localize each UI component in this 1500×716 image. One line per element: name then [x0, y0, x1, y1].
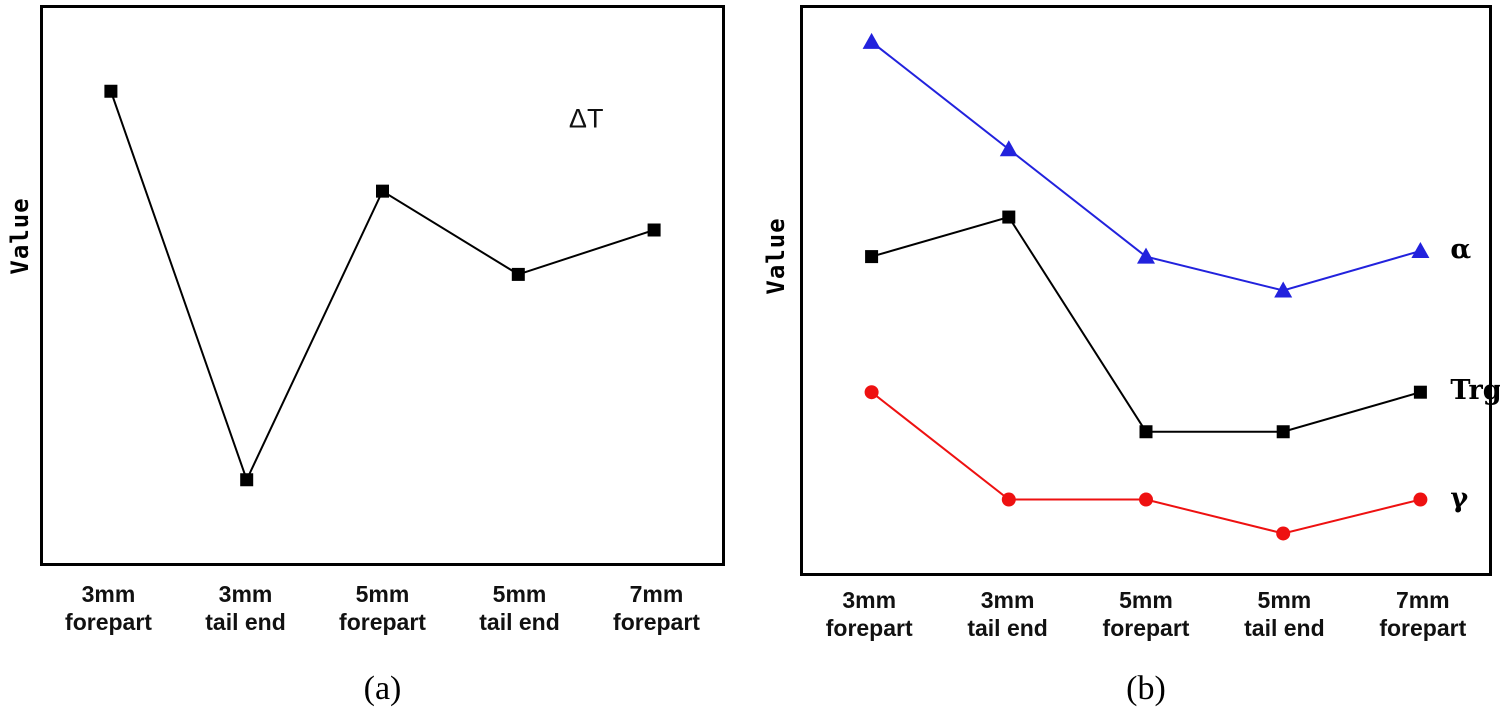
x-tick-label: 5mm tail end — [479, 581, 560, 635]
chart-b-plot-area: α Trg γ — [800, 5, 1500, 576]
square-marker — [240, 473, 254, 487]
x-tick-label: 7mm forepart — [613, 581, 700, 635]
chart-a-series-annotation: ΔT — [568, 103, 604, 134]
x-tick-label: 7mm forepart — [1379, 587, 1467, 641]
square-marker — [511, 267, 525, 281]
triangle-marker — [1137, 247, 1155, 264]
square-marker — [104, 84, 118, 98]
series-line-ΔT — [109, 90, 655, 483]
square-marker — [1413, 385, 1427, 399]
square-marker — [1139, 425, 1153, 439]
series-label-Trg: Trg — [1450, 375, 1500, 407]
circle-marker — [1413, 492, 1428, 507]
x-tick-label: 5mm forepart — [1102, 587, 1190, 641]
chart-canvas-a — [104, 84, 661, 487]
chart-a-plot-area: ΔT — [40, 5, 725, 566]
triangle-marker — [1411, 241, 1430, 258]
caption-a: (a) — [363, 670, 402, 707]
circle-marker — [1276, 526, 1291, 541]
x-tick-label: 3mm forepart — [65, 581, 152, 635]
triangle-marker — [1274, 281, 1293, 298]
y-axis-label-b: Value — [762, 217, 790, 295]
x-tick-label: 5mm forepart — [339, 581, 426, 635]
series-label-γ: γ — [1450, 482, 1469, 514]
square-marker — [647, 223, 661, 237]
chart-a-x-axis: 3mm forepart 3mm tail end 5mm forepart 5mm tail… — [40, 580, 725, 640]
square-marker — [1002, 210, 1016, 224]
square-marker — [376, 184, 389, 198]
series-line-γ — [870, 391, 1421, 535]
triangle-marker — [999, 140, 1018, 157]
series-label-α: α — [1450, 233, 1472, 265]
x-tick-label: 3mm tail end — [205, 581, 286, 635]
x-tick-label: 3mm forepart — [825, 587, 913, 641]
square-marker — [865, 250, 879, 264]
caption-b: (b) — [1126, 670, 1166, 707]
chart-canvas-b — [862, 32, 1430, 541]
circle-marker — [1139, 492, 1153, 507]
circle-marker — [864, 385, 879, 400]
x-tick-label: 3mm tail end — [967, 587, 1048, 641]
x-tick-label: 5mm tail end — [1244, 587, 1325, 641]
chart-b-x-axis: 3mm forepart 3mm tail end 5mm forepart 5mm tail… — [800, 586, 1492, 646]
triangle-marker — [862, 32, 881, 49]
square-marker — [1276, 425, 1290, 439]
circle-marker — [1001, 492, 1016, 507]
y-axis-label-a: Value — [6, 197, 34, 275]
